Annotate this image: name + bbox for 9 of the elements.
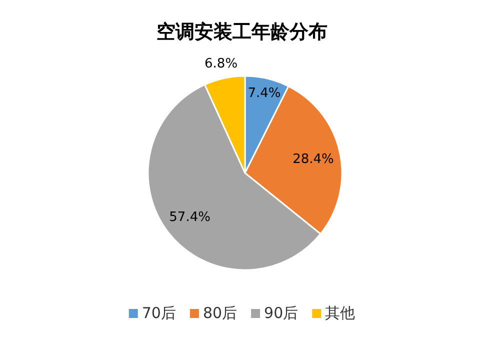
data-label: 7.4%: [248, 86, 281, 101]
data-label: 6.8%: [204, 56, 238, 72]
data-label: 28.4%: [292, 152, 334, 168]
chart-title: 空调安装工年龄分布: [156, 21, 328, 43]
data-label: 57.4%: [169, 210, 210, 225]
legend-label: 70后: [142, 304, 176, 322]
legend-label: 90后: [264, 304, 298, 322]
legend-label: 其他: [325, 304, 356, 322]
legend-label: 80后: [202, 304, 238, 322]
